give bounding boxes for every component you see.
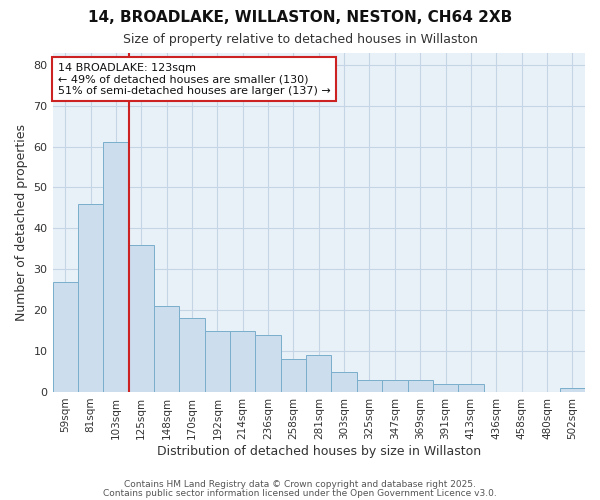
Bar bbox=[154, 306, 179, 392]
Bar bbox=[128, 244, 154, 392]
Text: Size of property relative to detached houses in Willaston: Size of property relative to detached ho… bbox=[122, 32, 478, 46]
X-axis label: Distribution of detached houses by size in Willaston: Distribution of detached houses by size … bbox=[157, 444, 481, 458]
Bar bbox=[256, 334, 281, 392]
Bar bbox=[78, 204, 103, 392]
Bar bbox=[560, 388, 585, 392]
Bar bbox=[53, 282, 78, 392]
Text: Contains HM Land Registry data © Crown copyright and database right 2025.: Contains HM Land Registry data © Crown c… bbox=[124, 480, 476, 489]
Text: 14, BROADLAKE, WILLASTON, NESTON, CH64 2XB: 14, BROADLAKE, WILLASTON, NESTON, CH64 2… bbox=[88, 10, 512, 25]
Bar bbox=[331, 372, 357, 392]
Text: Contains public sector information licensed under the Open Government Licence v3: Contains public sector information licen… bbox=[103, 488, 497, 498]
Bar bbox=[281, 359, 306, 392]
Bar bbox=[357, 380, 382, 392]
Bar bbox=[179, 318, 205, 392]
Bar bbox=[230, 330, 256, 392]
Bar bbox=[306, 355, 331, 392]
Text: 14 BROADLAKE: 123sqm
← 49% of detached houses are smaller (130)
51% of semi-deta: 14 BROADLAKE: 123sqm ← 49% of detached h… bbox=[58, 62, 331, 96]
Bar bbox=[433, 384, 458, 392]
Bar bbox=[205, 330, 230, 392]
Bar bbox=[407, 380, 433, 392]
Bar bbox=[382, 380, 407, 392]
Bar bbox=[103, 142, 128, 392]
Bar bbox=[458, 384, 484, 392]
Y-axis label: Number of detached properties: Number of detached properties bbox=[15, 124, 28, 320]
